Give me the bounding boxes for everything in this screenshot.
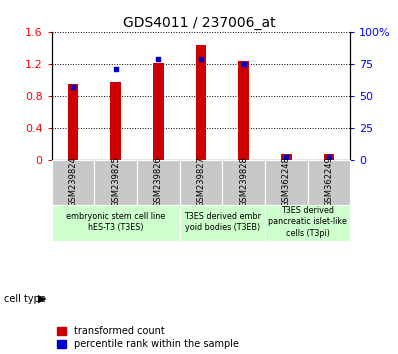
- Text: T3ES derived embr
yoid bodies (T3EB): T3ES derived embr yoid bodies (T3EB): [184, 212, 261, 232]
- Point: [198, 56, 204, 62]
- Bar: [238, 61, 249, 160]
- Point: [283, 154, 289, 159]
- Text: GSM239826: GSM239826: [154, 156, 163, 207]
- Bar: [324, 154, 334, 160]
- Bar: [265, 205, 350, 241]
- Text: GSM239824: GSM239824: [68, 156, 78, 207]
- Bar: [222, 160, 265, 205]
- Text: ▶: ▶: [38, 294, 46, 304]
- Point: [113, 66, 119, 72]
- Bar: [281, 154, 292, 160]
- Point: [155, 56, 162, 62]
- Point: [240, 61, 247, 67]
- Bar: [110, 82, 121, 160]
- Bar: [153, 63, 164, 160]
- Text: GSM362248: GSM362248: [282, 156, 291, 207]
- Text: GSM362249: GSM362249: [324, 156, 334, 207]
- Bar: [52, 205, 179, 241]
- Legend: transformed count, percentile rank within the sample: transformed count, percentile rank withi…: [57, 326, 239, 349]
- Bar: [68, 84, 78, 160]
- Text: T3ES derived
pancreatic islet-like
cells (T3pi): T3ES derived pancreatic islet-like cells…: [268, 206, 347, 238]
- Bar: [179, 205, 265, 241]
- Text: GSM239825: GSM239825: [111, 156, 120, 207]
- Bar: [308, 160, 350, 205]
- Point: [326, 154, 332, 159]
- Bar: [196, 45, 206, 160]
- Bar: [137, 160, 179, 205]
- Text: GSM239827: GSM239827: [197, 156, 205, 207]
- Text: embryonic stem cell line
hES-T3 (T3ES): embryonic stem cell line hES-T3 (T3ES): [66, 212, 165, 232]
- Bar: [265, 160, 308, 205]
- Bar: [179, 160, 222, 205]
- Bar: [52, 160, 94, 205]
- Bar: [94, 160, 137, 205]
- Text: GSM239828: GSM239828: [239, 156, 248, 207]
- Text: GDS4011 / 237006_at: GDS4011 / 237006_at: [123, 16, 275, 30]
- Text: cell type: cell type: [4, 294, 46, 304]
- Point: [70, 84, 76, 90]
